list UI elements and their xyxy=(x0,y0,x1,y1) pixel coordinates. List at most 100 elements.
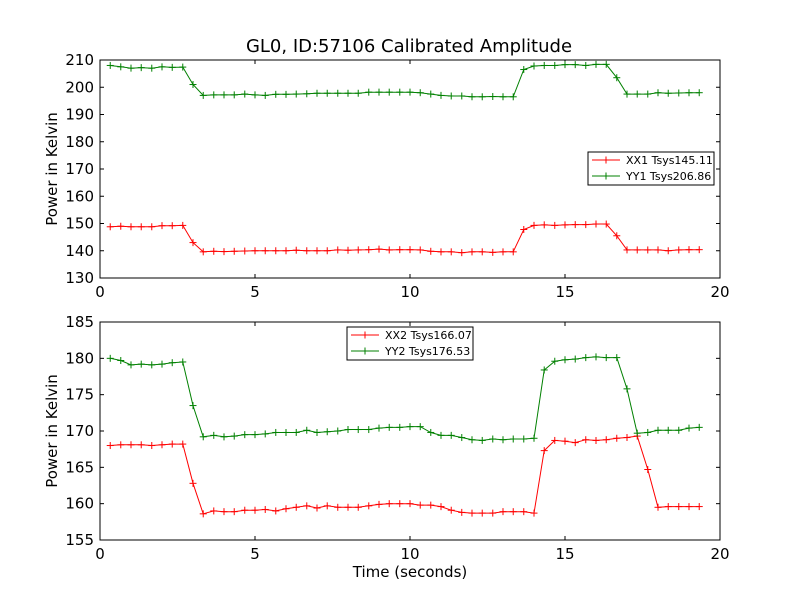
bottom-series-2-point xyxy=(323,428,331,436)
top-series-2-point xyxy=(354,89,362,97)
top-y-tick-label: 140 xyxy=(65,242,94,260)
top-series-2-point xyxy=(530,62,538,70)
top-series-2-point xyxy=(447,92,455,100)
top-series-1-point xyxy=(685,246,693,254)
bottom-y-tick-label: 180 xyxy=(65,349,94,367)
top-series-2-point xyxy=(675,89,683,97)
top-series-1-point xyxy=(189,239,197,247)
top-series-1-point xyxy=(406,246,414,254)
bottom-series-2-point xyxy=(344,426,352,434)
top-x-tick-label: 15 xyxy=(555,283,574,301)
top-series-2-point xyxy=(261,91,269,99)
top-series-2-point xyxy=(230,91,238,99)
bottom-x-tick-label: 15 xyxy=(555,545,574,563)
top-series-2-point xyxy=(396,88,404,96)
bottom-series-2-point xyxy=(396,423,404,431)
bottom-series-2-point xyxy=(685,424,693,432)
top-series-1-point xyxy=(334,246,342,254)
bottom-series-2-point xyxy=(375,424,383,432)
top-series-1-point xyxy=(220,248,228,256)
bottom-series-1-point xyxy=(685,503,693,511)
top-series-1-point xyxy=(396,246,404,254)
top-series-1-point xyxy=(540,221,548,229)
bottom-series-1-point xyxy=(365,502,373,510)
top-series-1-point xyxy=(385,246,393,254)
top-series-2-point xyxy=(478,93,486,101)
top-series-2-point xyxy=(168,63,176,71)
top-series-2-point xyxy=(416,89,424,97)
top-x-tick-label: 0 xyxy=(95,283,105,301)
bottom-series-1-point xyxy=(458,508,466,516)
top-series-1-point xyxy=(602,220,610,228)
bottom-series-1-point xyxy=(127,441,135,449)
bottom-series-2-point xyxy=(241,431,249,439)
top-series-1-point xyxy=(582,221,590,229)
top-series-1-point xyxy=(561,221,569,229)
top-series-2-point xyxy=(468,93,476,101)
bottom-series-2-point xyxy=(416,423,424,431)
bottom-series-1-point xyxy=(241,506,249,514)
bottom-series-2-point xyxy=(385,423,393,431)
top-series-1-point xyxy=(354,246,362,254)
bottom-series-1-point xyxy=(489,509,497,517)
top-series-2-point xyxy=(540,61,548,69)
bottom-series-2-point xyxy=(458,434,466,442)
top-series-1-point xyxy=(416,246,424,254)
top-series-1-point xyxy=(313,247,321,255)
top-series-1-point xyxy=(623,246,631,254)
top-series-1-point xyxy=(365,246,373,254)
top-series-2-point xyxy=(241,90,249,98)
bottom-series-2-point xyxy=(406,423,414,431)
top-series-1-point xyxy=(323,247,331,255)
bottom-series-1-point xyxy=(571,439,579,447)
top-series-1-point xyxy=(117,222,125,230)
bottom-panel: 0 5 10 15 20 155 160 165 170 175 180 185 Power in Ke… xyxy=(43,313,730,563)
top-y-tick-label: 130 xyxy=(65,269,94,287)
bottom-series-2-point xyxy=(675,426,683,434)
bottom-series-1-point xyxy=(427,501,435,509)
top-series-2-point xyxy=(458,92,466,100)
bottom-series-2-point xyxy=(334,427,342,435)
bottom-series-1-point xyxy=(623,434,631,442)
top-series-2-point xyxy=(644,90,652,98)
top-series-2-point xyxy=(613,74,621,82)
bottom-series-2-point xyxy=(551,357,559,365)
bottom-series-1-point xyxy=(261,505,269,513)
bottom-series-1-point xyxy=(117,441,125,449)
bottom-series-1-point xyxy=(179,440,187,448)
top-y-axis-title: Power in Kelvin xyxy=(43,112,61,226)
top-series-1-point xyxy=(551,221,559,229)
top-series-1-point xyxy=(571,221,579,229)
top-series-2-point xyxy=(199,91,207,99)
bottom-series-2-point xyxy=(478,436,486,444)
bottom-y-axis-title: Power in Kelvin xyxy=(43,374,61,488)
top-series-1-point xyxy=(241,247,249,255)
bottom-series-2-point xyxy=(664,426,672,434)
bottom-series-2-point xyxy=(540,366,548,374)
top-y-tick-label: 210 xyxy=(65,51,94,69)
bottom-series-1-point xyxy=(251,506,259,514)
top-series-2-point xyxy=(334,89,342,97)
bottom-series-2-point xyxy=(261,430,269,438)
top-series-1-point xyxy=(447,248,455,256)
top-series-2-point xyxy=(623,90,631,98)
bottom-legend-box xyxy=(346,326,474,361)
bottom-series-1-point xyxy=(551,436,559,444)
bottom-series-2-point xyxy=(106,354,114,362)
top-series-2-point xyxy=(292,90,300,98)
bottom-series-1-point xyxy=(654,503,662,511)
top-series-2-point xyxy=(664,89,672,97)
bottom-series-1-point xyxy=(385,500,393,508)
top-series-2-point xyxy=(344,89,352,97)
top-series-2-point xyxy=(437,91,445,99)
bottom-series-2-point xyxy=(199,433,207,441)
top-series-2-point xyxy=(509,93,517,101)
top-series-2-point xyxy=(561,61,569,69)
bottom-legend-label-2: YY2 Tsys176.53 xyxy=(384,345,470,358)
top-series-1-point xyxy=(613,232,621,240)
top-series-1-point xyxy=(489,248,497,256)
top-y-tick-label: 150 xyxy=(65,215,94,233)
top-series-1-point xyxy=(168,222,176,230)
top-series-1-point xyxy=(251,247,259,255)
top-series-2-point xyxy=(158,63,166,71)
